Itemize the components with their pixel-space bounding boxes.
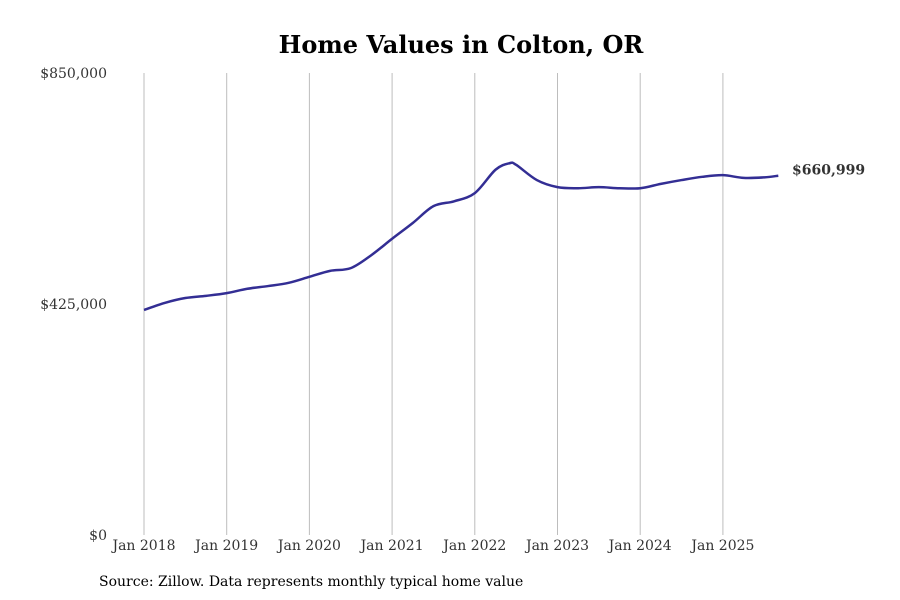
series-line [143, 161, 779, 312]
y-tick-label: $850,000 [40, 66, 107, 82]
y-tick-label: $0 [89, 528, 107, 544]
x-tick-label: Jan 2024 [607, 538, 672, 554]
x-tick-label: Jan 2019 [193, 538, 258, 554]
chart-title: Home Values in Colton, OR [278, 30, 644, 59]
y-tick-label: $425,000 [40, 297, 107, 313]
end-value-label: $660,999 [792, 163, 865, 179]
source-note: Source: Zillow. Data represents monthly … [99, 574, 524, 590]
x-tick-label: Jan 2023 [524, 538, 589, 554]
x-tick-label: Jan 2020 [276, 538, 341, 554]
x-tick-label: Jan 2022 [441, 538, 506, 554]
x-tick-label: Jan 2018 [110, 538, 175, 554]
x-tick-label: Jan 2021 [359, 538, 424, 554]
x-tick-label: Jan 2025 [689, 538, 754, 554]
